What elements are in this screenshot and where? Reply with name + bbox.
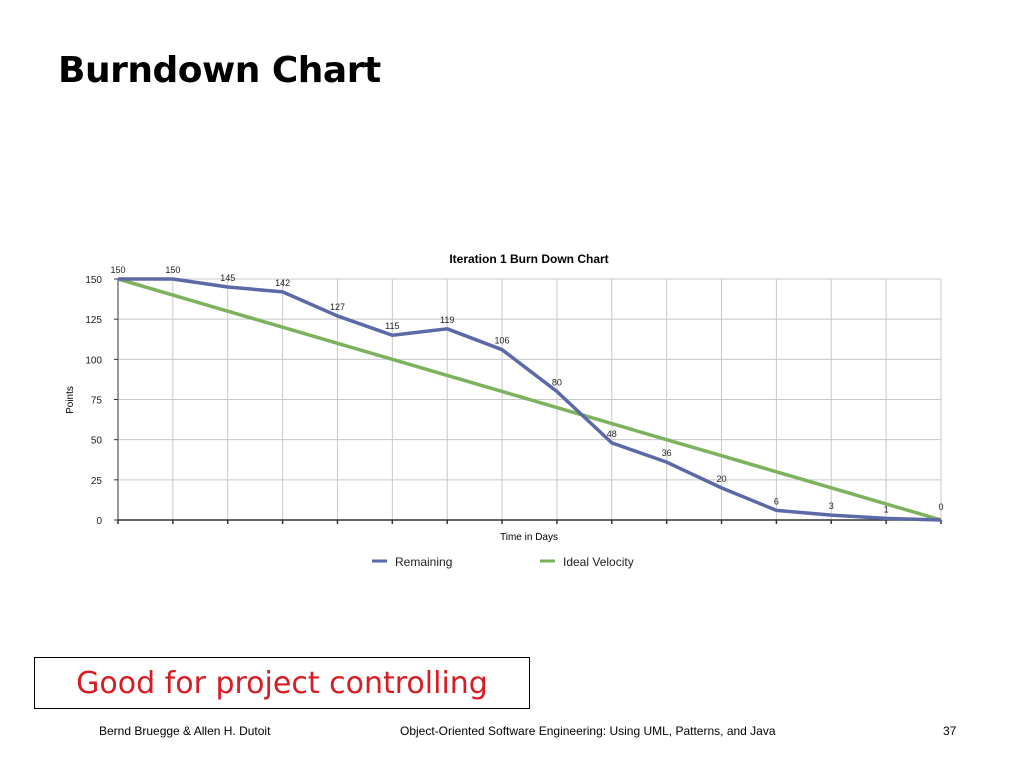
data-label: 6 — [774, 496, 779, 506]
slide-title: Burndown Chart — [58, 50, 381, 91]
data-label: 115 — [385, 321, 399, 331]
chart-grid — [117, 278, 942, 521]
chart-series: 150 150 145 142 127 115 119 106 80 48 36 20 6 3 1 0 — [110, 265, 944, 522]
data-label: 106 — [495, 336, 510, 346]
data-label: 142 — [275, 278, 290, 288]
data-label: 20 — [717, 474, 727, 484]
footer-book-title: Object-Oriented Software Engineering: Us… — [400, 724, 776, 738]
page-number: 37 — [943, 724, 957, 738]
legend-label: Ideal Velocity — [563, 555, 634, 569]
data-label: 3 — [829, 501, 834, 511]
callout-box: Good for project controlling — [34, 657, 530, 709]
y-tick-label: 75 — [91, 396, 103, 407]
chart-axes: 0 25 50 75 100 125 150 — [85, 275, 942, 527]
y-tick-label: 125 — [85, 315, 102, 326]
chart-legend: Remaining Ideal Velocity — [372, 555, 634, 569]
data-label: 150 — [165, 265, 180, 275]
legend-label: Remaining — [395, 555, 452, 569]
data-label: 119 — [440, 315, 454, 325]
data-label: 80 — [552, 377, 562, 387]
y-tick-label: 25 — [91, 476, 103, 487]
data-label: 150 — [110, 265, 125, 275]
y-tick-label: 150 — [85, 275, 102, 286]
data-label: 127 — [330, 302, 345, 312]
series-line-ideal-velocity — [117, 277, 942, 522]
data-label: 48 — [607, 429, 617, 439]
x-axis-label: Time in Days — [500, 532, 558, 543]
y-tick-label: 100 — [85, 355, 102, 366]
series-line-remaining — [118, 277, 942, 522]
data-label: 145 — [220, 273, 235, 283]
y-tick-label: 50 — [91, 436, 103, 447]
data-label: 0 — [938, 502, 943, 512]
y-axis-label: Points — [65, 386, 76, 414]
y-tick-label: 0 — [96, 516, 102, 527]
chart-title: Iteration 1 Burn Down Chart — [449, 252, 608, 266]
data-label: 36 — [662, 448, 672, 458]
data-label: 1 — [884, 504, 889, 514]
footer-authors: Bernd Bruegge & Allen H. Dutoit — [99, 724, 271, 738]
